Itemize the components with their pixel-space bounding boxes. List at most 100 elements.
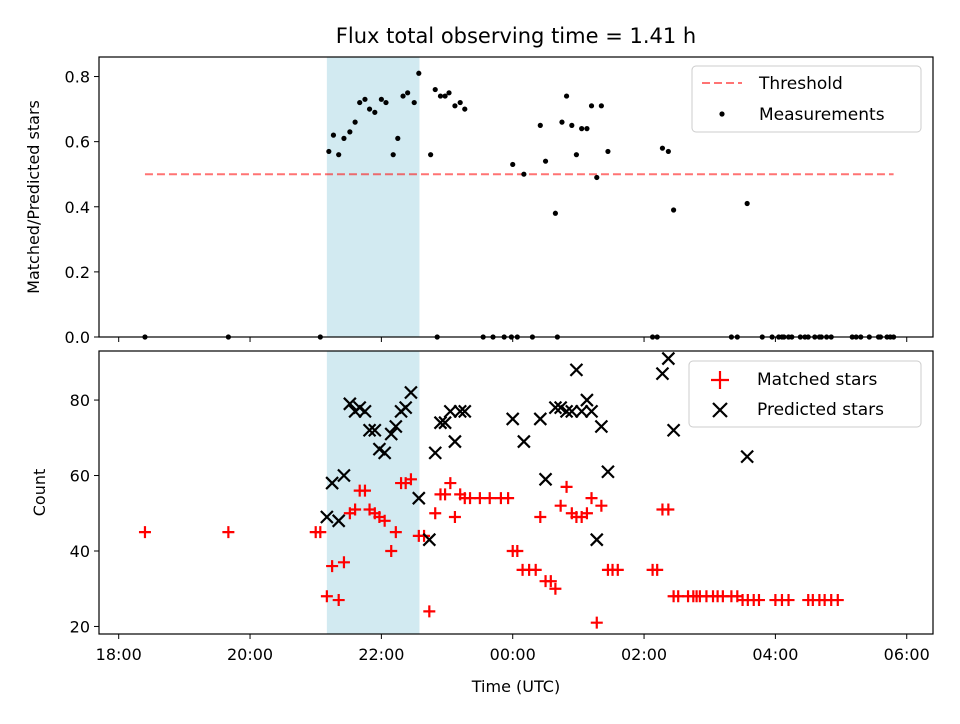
- x-axis-label: Time (UTC): [471, 677, 560, 696]
- measurement-point: [446, 90, 452, 96]
- y-tick-label: 0.6: [65, 133, 90, 152]
- measurement-point: [347, 129, 353, 135]
- measurement-point: [326, 148, 332, 155]
- measurement-point: [352, 119, 358, 125]
- matched-star-point: [439, 488, 452, 501]
- predicted-star-point: [443, 404, 458, 419]
- predicted-star-point: [428, 446, 443, 460]
- measurement-point: [542, 158, 549, 164]
- predicted-star-point: [666, 423, 681, 438]
- predicted-star-point: [343, 397, 357, 411]
- predicted-star-point: [533, 412, 548, 426]
- predicted-star-point: [538, 472, 553, 487]
- measurement-point: [336, 152, 342, 158]
- matched-star-point: [651, 563, 664, 576]
- measurement-point: [594, 174, 600, 181]
- predicted-star-point: [433, 415, 448, 430]
- matched-star-point: [448, 511, 461, 524]
- matched-star-point: [511, 544, 524, 557]
- measurement-point: [744, 200, 750, 207]
- matched-star-point: [585, 492, 598, 505]
- matched-star-point: [580, 507, 593, 520]
- y-tick-label: 80: [70, 391, 90, 410]
- measurement-point: [552, 210, 559, 216]
- legend-box: [691, 65, 922, 133]
- legend-measurement-swatch: [719, 111, 725, 117]
- predicted-star-point: [548, 400, 563, 415]
- predicted-star-point: [655, 366, 670, 381]
- matched-star-point: [544, 575, 557, 588]
- matched-star-point: [358, 484, 371, 497]
- measurement-point: [579, 126, 585, 132]
- matched-star-point: [534, 511, 547, 524]
- predicted-star-point: [553, 400, 568, 415]
- measurement-point: [605, 148, 611, 155]
- measurement-point: [330, 132, 337, 138]
- x-tick-label: 02:00: [621, 645, 667, 664]
- measurement-point: [378, 96, 384, 102]
- matched-star-point: [444, 477, 457, 490]
- y-tick-label: 0.0: [65, 328, 90, 347]
- panel-top-ratio: 0.0 0.2 0.4 0.6 0.8 Matched/Predicted stars Th…: [24, 56, 934, 347]
- measurement-point: [563, 93, 570, 99]
- predicted-star-point: [584, 404, 599, 419]
- measurement-point: [366, 106, 373, 112]
- predicted-star-point: [398, 400, 413, 415]
- predicted-star-point: [438, 415, 452, 430]
- matched-star-point: [423, 605, 436, 618]
- measurement-point: [659, 145, 666, 151]
- x-tick-label: 20:00: [227, 645, 273, 664]
- measurement-point: [411, 99, 417, 106]
- matched-star-point: [404, 473, 417, 486]
- measurement-point: [671, 207, 677, 213]
- predicted-star-point: [458, 404, 472, 419]
- y-axis-label: Count: [30, 469, 49, 517]
- y-tick-label: 0.4: [65, 198, 90, 217]
- predicted-star-point: [594, 419, 609, 434]
- measurement-point: [457, 99, 463, 106]
- predicted-star-point: [320, 510, 334, 524]
- measurement-point: [573, 152, 580, 158]
- legend-bottom: Matched stars Predicted stars: [688, 360, 922, 428]
- measurement-point: [341, 135, 347, 141]
- predicted-star-point: [362, 423, 377, 438]
- highlight-span: [326, 351, 420, 634]
- measurement-point: [357, 99, 363, 106]
- top-axes-frame: [98, 56, 934, 338]
- matched-star-point: [326, 560, 339, 573]
- predicted-star-point: [377, 446, 392, 460]
- highlight-span: [326, 57, 420, 337]
- matched-star-point: [752, 594, 765, 607]
- measurement-point: [442, 93, 448, 99]
- measurement-point: [462, 106, 468, 112]
- y-tick-label: 0.8: [65, 68, 90, 87]
- matched-star-point: [782, 594, 795, 607]
- measurement-point: [510, 161, 516, 168]
- measurement-point: [428, 152, 434, 158]
- measurement-point: [588, 103, 595, 109]
- predicted-star-point: [404, 385, 418, 400]
- measurement-point: [452, 103, 458, 109]
- predicted-star-point: [331, 514, 346, 528]
- x-tick-label: 00:00: [490, 645, 536, 664]
- matched-star-point: [595, 499, 608, 512]
- measurement-point: [665, 148, 671, 155]
- predicted-star-point: [384, 427, 399, 441]
- legend-top: Threshold Measurements: [691, 65, 922, 133]
- measurement-point: [559, 119, 565, 125]
- measurement-point: [362, 96, 368, 102]
- measurement-point: [584, 126, 590, 132]
- matched-star-point: [314, 526, 327, 539]
- matched-star-point: [378, 514, 391, 527]
- matched-star-point: [429, 507, 442, 520]
- predicted-star-point: [589, 532, 604, 547]
- measurement-point: [400, 93, 406, 99]
- legend-matched-label: Matched stars: [757, 370, 877, 390]
- matched-star-point: [502, 492, 515, 505]
- predicted-star-point: [389, 419, 403, 434]
- y-tick-label: 40: [70, 542, 90, 561]
- predicted-star-point: [325, 476, 339, 490]
- chart-title: Flux total observing time = 1.41 h: [336, 24, 696, 48]
- legend-box: [688, 360, 922, 428]
- y-tick-label: 60: [70, 467, 90, 486]
